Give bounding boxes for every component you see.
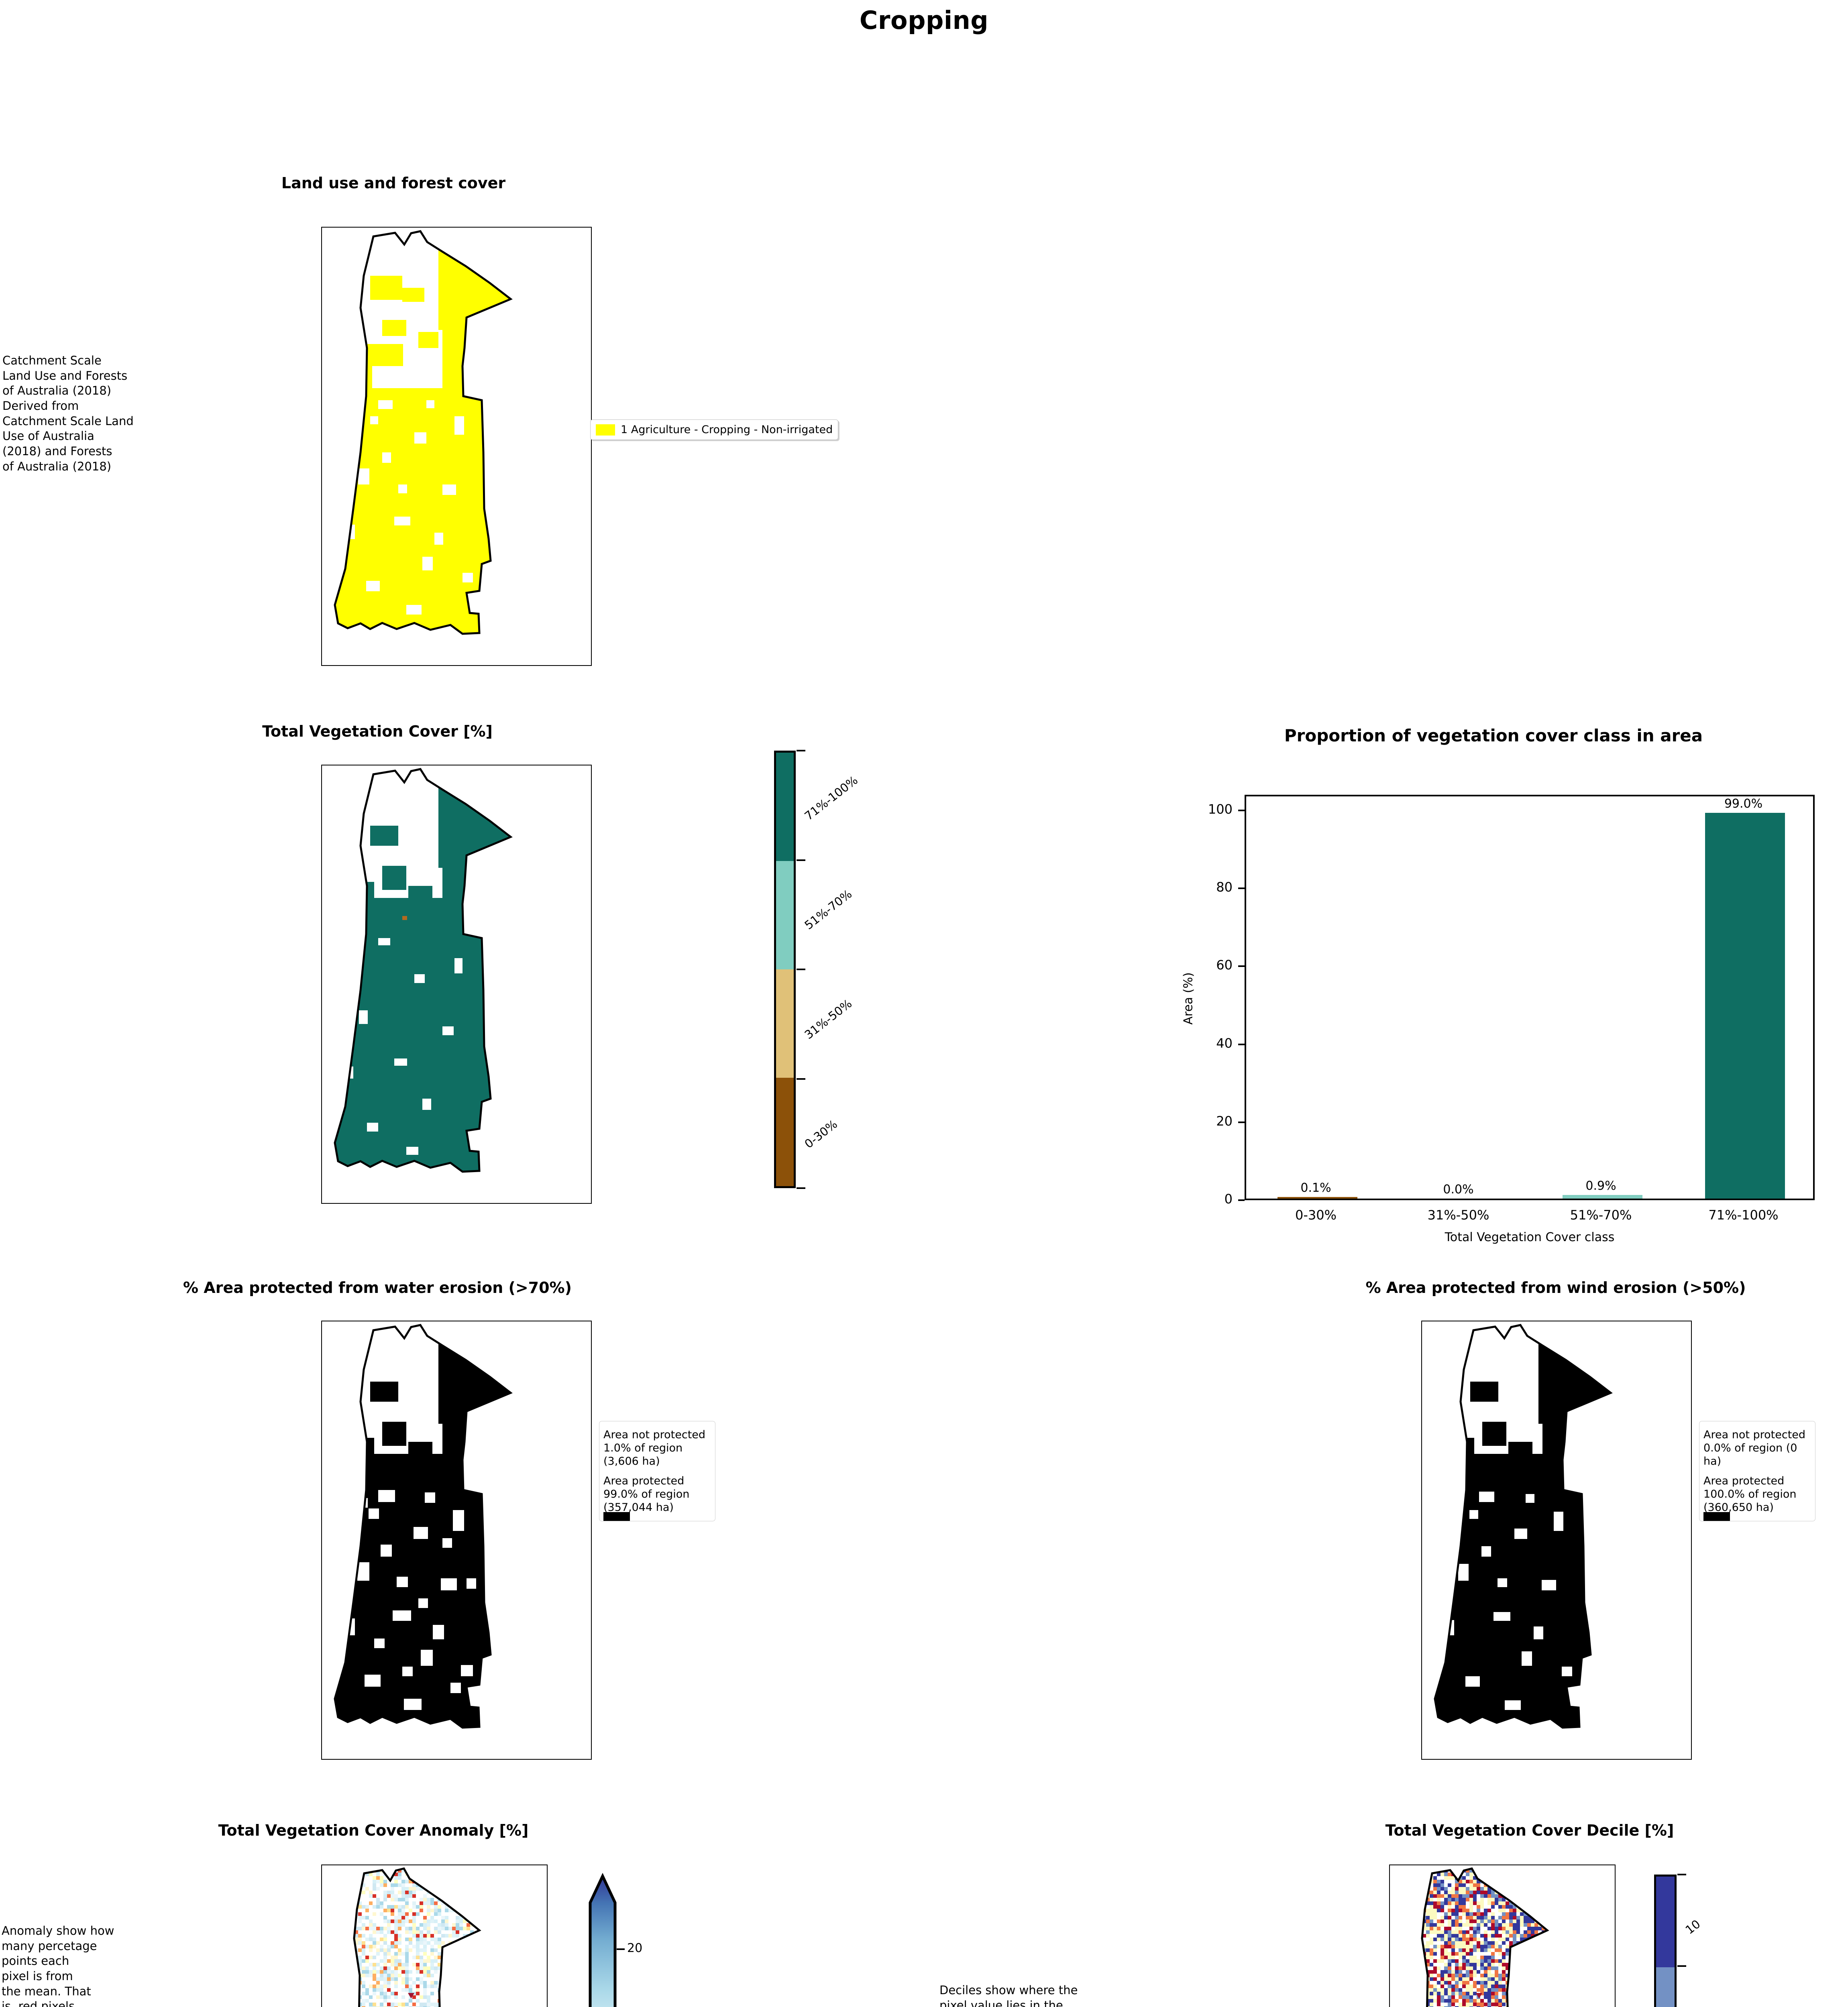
legend-swatch <box>1703 1512 1730 1521</box>
chart-x-tick-label: 31%-50% <box>1427 1207 1489 1223</box>
land-use-panel-title: Land use and forest cover <box>281 174 506 192</box>
decile-note: Deciles show where the pixel value lies … <box>939 1983 1078 2007</box>
anomaly-note: Anomaly show how many percetage points e… <box>2 1924 114 2007</box>
legend-row: Area not protected 0.0% of region (0 ha) <box>1703 1429 1811 1521</box>
chart-bar-value-label: 0.9% <box>1585 1179 1616 1193</box>
chart-bar-value-label: 0.0% <box>1443 1183 1474 1197</box>
land-use-legend-swatch <box>596 424 615 436</box>
chart-y-tick-label: 0 <box>1224 1191 1233 1207</box>
anomaly-colorbar-label: 20 <box>627 1941 643 1955</box>
wind-erosion-panel-title: % Area protected from wind erosion (>50%… <box>1365 1279 1746 1297</box>
chart-plot-area <box>1245 795 1815 1200</box>
colorbar-label: 71%-100% <box>802 773 860 823</box>
chart-bar[interactable] <box>1278 1197 1357 1199</box>
chart-x-axis-title: Total Vegetation Cover class <box>1445 1230 1615 1244</box>
chart-bar-value-label: 0.1% <box>1300 1181 1331 1195</box>
chart-y-tick <box>1238 809 1245 811</box>
legend-label: Area not protected 1.0% of region (3,606… <box>603 1429 706 1468</box>
legend-row: Area not protected 1.0% of region (3,606… <box>603 1429 711 1521</box>
wind-erosion-legend[interactable]: Area not protected 0.0% of region (0 ha)… <box>1699 1421 1815 1521</box>
decile-map[interactable] <box>1389 1865 1616 2007</box>
veg-cover-map-shape <box>334 768 513 1173</box>
anomaly-colorbar-tick <box>617 1948 625 1950</box>
colorbar-tick <box>797 969 805 970</box>
water-erosion-map-shape <box>334 1324 513 1729</box>
chart-y-tick-label: 80 <box>1216 879 1233 895</box>
land-use-source-note: Catchment Scale Land Use and Forests of … <box>2 354 134 473</box>
colorbar-tick <box>797 859 805 861</box>
chart-x-tick-label: 51%-70% <box>1570 1207 1632 1223</box>
colorbar-segment <box>776 753 794 861</box>
anomaly-map-shape <box>332 1867 481 2007</box>
colorbar-label: 0-30% <box>802 1117 840 1151</box>
chart-y-tick <box>1238 965 1245 967</box>
colorbar-tick <box>797 1078 805 1080</box>
chart-y-tick <box>1238 1121 1245 1123</box>
legend-label: Area protected 100.0% of region (360,650… <box>1703 1474 1797 1514</box>
chart-y-axis-title: Area (%) <box>1181 972 1196 1025</box>
colorbar-tick <box>797 750 805 751</box>
colorbar-tick <box>1677 1874 1686 1875</box>
chart-title: Proportion of vegetation cover class in … <box>1284 726 1703 745</box>
colorbar-segment <box>776 969 794 1078</box>
colorbar-label: 51%-70% <box>802 887 855 932</box>
colorbar-segment <box>1656 1877 1675 1967</box>
legend-label: Area protected 99.0% of region (357,044 … <box>603 1474 690 1514</box>
chart-y-tick <box>1238 1199 1245 1201</box>
page-title: Cropping <box>859 6 989 35</box>
decile-colorbar[interactable] <box>1654 1875 1677 2007</box>
chart-y-tick <box>1238 1043 1245 1045</box>
water-erosion-map[interactable] <box>321 1321 592 1760</box>
chart-x-tick-label: 0-30% <box>1295 1207 1337 1223</box>
colorbar-segment <box>776 861 794 969</box>
land-use-legend[interactable]: 1 Agriculture - Cropping - Non-irrigated <box>590 419 839 440</box>
chart-bars <box>1246 796 1813 1199</box>
wind-erosion-map-shape <box>1434 1324 1613 1729</box>
legend-label: Area not protected 0.0% of region (0 ha) <box>1703 1429 1806 1468</box>
colorbar-tick <box>1677 1965 1686 1967</box>
colorbar-label: 31%-50% <box>802 996 855 1042</box>
land-use-map-shape <box>334 230 513 635</box>
colorbar-label: 10 <box>1683 1917 1703 1937</box>
chart-bar-value-label: 99.0% <box>1724 796 1763 811</box>
decile-panel-title: Total Vegetation Cover Decile [%] <box>1385 1822 1674 1839</box>
decile-map-shape <box>1400 1867 1549 2007</box>
chart-y-tick <box>1238 887 1245 890</box>
chart-x-tick-label: 71%-100% <box>1708 1207 1779 1223</box>
colorbar-tick <box>797 1187 805 1189</box>
legend-row: Area protected 100.0% of region (360,650… <box>1703 1474 1811 1521</box>
anomaly-colorbar[interactable]: 20100−10−20 <box>587 1871 642 2007</box>
veg-cover-panel-title: Total Vegetation Cover [%] <box>262 723 493 740</box>
legend-swatch <box>603 1512 630 1521</box>
chart-bar[interactable] <box>1563 1195 1642 1199</box>
vegetation-proportion-chart[interactable]: Proportion of vegetation cover class in … <box>1152 719 1835 1264</box>
land-use-map[interactable] <box>321 227 592 666</box>
chart-y-tick-label: 40 <box>1216 1035 1233 1051</box>
water-erosion-legend[interactable]: Area not protected 1.0% of region (3,606… <box>599 1421 715 1521</box>
legend-row: Area protected 99.0% of region (357,044 … <box>603 1474 711 1521</box>
chart-y-tick-label: 100 <box>1208 801 1233 817</box>
veg-cover-colorbar[interactable] <box>774 751 796 1188</box>
anomaly-panel-title: Total Vegetation Cover Anomaly [%] <box>218 1822 529 1839</box>
chart-y-tick-label: 60 <box>1216 957 1233 973</box>
colorbar-segment <box>776 1078 794 1186</box>
water-erosion-panel-title: % Area protected from water erosion (>70… <box>183 1279 572 1297</box>
veg-cover-map[interactable] <box>321 765 592 1204</box>
chart-bar[interactable] <box>1705 812 1785 1199</box>
wind-erosion-map[interactable] <box>1421 1321 1692 1760</box>
land-use-legend-label: 1 Agriculture - Cropping - Non-irrigated <box>621 423 833 436</box>
anomaly-colorbar-gradient <box>589 1873 617 2007</box>
chart-y-tick-label: 20 <box>1216 1113 1233 1129</box>
anomaly-map[interactable] <box>321 1865 548 2007</box>
colorbar-segment <box>1656 1967 1675 2007</box>
